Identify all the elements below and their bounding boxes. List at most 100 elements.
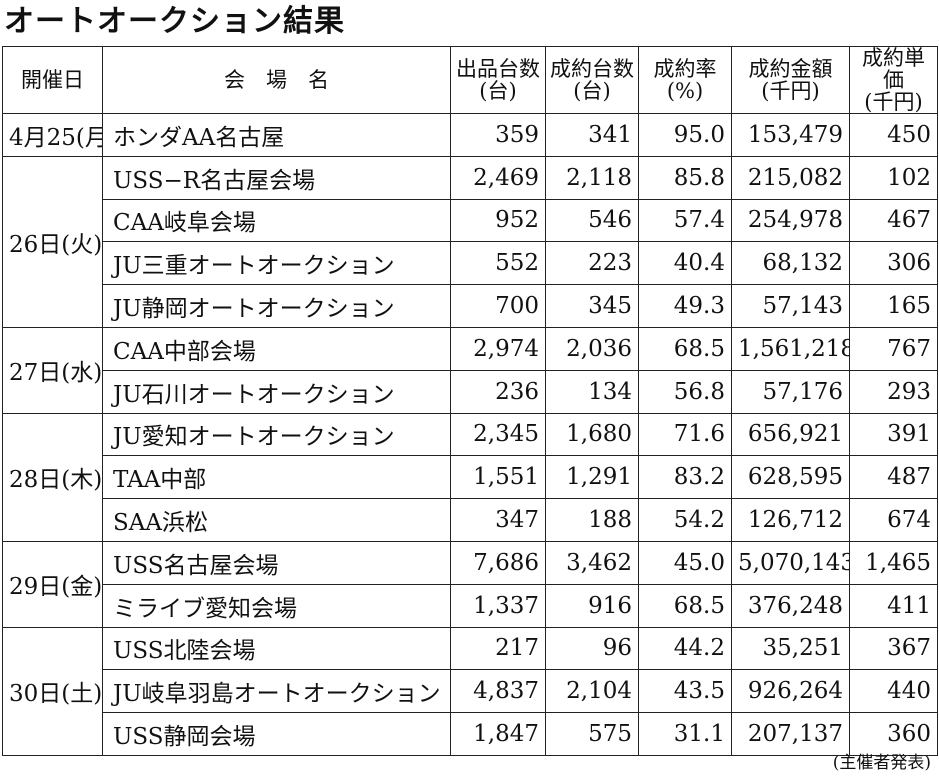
listed-cell: 552: [450, 241, 546, 286]
amount-cell: 376,248: [731, 583, 850, 628]
table-row: 28日(木) JU愛知オートオークション 2,345 1,680 71.6 656,921…: [2, 412, 938, 542]
header-amount: 成約金額 (千円): [731, 46, 850, 114]
header-date: 開催日: [2, 46, 103, 114]
header-unit-price: 成約単価 (千円): [849, 46, 938, 114]
amount-cell: 926,264: [731, 669, 850, 714]
sold-cell: 188: [545, 498, 639, 542]
venue-cell: JU三重オートオークション: [102, 241, 451, 286]
venue-cell: JU静岡オートオークション: [102, 284, 451, 328]
rate-cell: 31.1: [638, 712, 732, 756]
listed-cell: 1,847: [450, 712, 546, 756]
venue-cell: USS静岡会場: [102, 712, 451, 756]
table-body: 4月25(月)ホンダAA名古屋35934195.0153,47945026日(火…: [2, 113, 938, 756]
unit-price-cell: 293: [849, 369, 938, 414]
sold-cell: 916: [545, 583, 639, 628]
venue-cell: JU岐阜羽島オートオークション: [102, 669, 451, 714]
table-row: 29日(金) USS名古屋会場 7,686 3,462 45.0 5,070,143 1,4…: [2, 540, 938, 628]
amount-cell: 57,176: [731, 369, 850, 414]
sold-cell: 546: [545, 198, 639, 243]
rate-cell: 44.2: [638, 626, 732, 671]
header-listed: 出品台数 (台): [450, 46, 546, 114]
venue-cell: TAA中部: [102, 455, 451, 500]
table-row: 27日(水) CAA中部会場 2,974 2,036 68.5 1,561,218 767: [2, 326, 938, 414]
unit-price-cell: 487: [849, 455, 938, 500]
table-row: JU岐阜羽島オートオークション 4,837 2,104 43.5 926,264 440: [3, 669, 938, 714]
table-row: ミライブ愛知会場 1,337 916 68.5 376,248 411: [3, 583, 938, 628]
amount-cell: 1,561,218: [731, 326, 850, 371]
amount-cell: 254,978: [731, 198, 850, 243]
listed-cell: 2,974: [450, 326, 546, 371]
rate-cell: 56.8: [638, 369, 732, 414]
unit-price-cell: 450: [849, 113, 938, 157]
amount-cell: 57,143: [731, 284, 850, 328]
listed-cell: 347: [450, 498, 546, 542]
rate-cell: 71.6: [638, 412, 732, 457]
rate-cell: 95.0: [638, 113, 732, 157]
header-venue: 会 場 名: [102, 46, 451, 114]
rate-cell: 45.0: [638, 540, 732, 585]
venue-cell: SAA浜松: [102, 498, 451, 542]
source-note: (主催者発表): [832, 753, 931, 773]
auction-results-table: 開催日 会 場 名 出品台数 (台) 成約台数 (台) 成約率 (%) 成約金額…: [2, 46, 938, 756]
listed-cell: 236: [450, 369, 546, 414]
rate-cell: 83.2: [638, 455, 732, 500]
date-cell: 30日(土): [2, 626, 103, 756]
venue-cell: JU愛知オートオークション: [102, 412, 451, 457]
unit-price-cell: 1,465: [849, 540, 938, 585]
unit-price-cell: 440: [849, 669, 938, 714]
date-cell: 27日(水): [2, 326, 103, 414]
table-row: JU石川オートオークション 236 134 56.8 57,176 293: [3, 369, 938, 414]
sold-cell: 2,036: [545, 326, 639, 371]
rate-cell: 49.3: [638, 284, 732, 328]
venue-cell: USS−R名古屋会場: [102, 155, 451, 200]
sold-cell: 2,118: [545, 155, 639, 200]
date-cell: 29日(金): [2, 540, 103, 628]
amount-cell: 5,070,143: [731, 540, 850, 585]
listed-cell: 7,686: [450, 540, 546, 585]
listed-cell: 700: [450, 284, 546, 328]
unit-price-cell: 467: [849, 198, 938, 243]
sold-cell: 3,462: [545, 540, 639, 585]
venue-cell: USS名古屋会場: [102, 540, 451, 585]
listed-cell: 2,469: [450, 155, 546, 200]
unit-price-cell: 360: [849, 712, 938, 756]
amount-cell: 35,251: [731, 626, 850, 671]
amount-cell: 68,132: [731, 241, 850, 286]
unit-price-cell: 102: [849, 155, 938, 200]
sold-cell: 1,680: [545, 412, 639, 457]
table-row: USS静岡会場 1,847 575 31.1 207,137 360: [3, 712, 938, 756]
venue-cell: CAA岐阜会場: [102, 198, 451, 243]
venue-cell: USS北陸会場: [102, 626, 451, 671]
rate-cell: 43.5: [638, 669, 732, 714]
sold-cell: 96: [545, 626, 639, 671]
rate-cell: 57.4: [638, 198, 732, 243]
sold-cell: 345: [545, 284, 639, 328]
amount-cell: 656,921: [731, 412, 850, 457]
rate-cell: 40.4: [638, 241, 732, 286]
listed-cell: 359: [450, 113, 546, 157]
rate-cell: 68.5: [638, 583, 732, 628]
unit-price-cell: 367: [849, 626, 938, 671]
table-row: JU静岡オートオークション 700 345 49.3 57,143 165: [3, 284, 938, 328]
amount-cell: 215,082: [731, 155, 850, 200]
venue-cell: CAA中部会場: [102, 326, 451, 371]
sold-cell: 134: [545, 369, 639, 414]
listed-cell: 1,337: [450, 583, 546, 628]
table-row: 30日(土) USS北陸会場 217 96 44.2 35,251 367: [2, 626, 938, 756]
unit-price-cell: 411: [849, 583, 938, 628]
table-row: SAA浜松 347 188 54.2 126,712 674: [3, 498, 938, 542]
sold-cell: 575: [545, 712, 639, 756]
table-row: JU三重オートオークション 552 223 40.4 68,132 306: [3, 241, 938, 286]
date-cell: 4月25(月): [2, 113, 103, 157]
unit-price-cell: 767: [849, 326, 938, 371]
unit-price-cell: 165: [849, 284, 938, 328]
sold-cell: 223: [545, 241, 639, 286]
header-row: 開催日 会 場 名 出品台数 (台) 成約台数 (台) 成約率 (%) 成約金額…: [2, 46, 938, 114]
amount-cell: 628,595: [731, 455, 850, 500]
venue-cell: ホンダAA名古屋: [102, 113, 451, 157]
unit-price-cell: 391: [849, 412, 938, 457]
listed-cell: 952: [450, 198, 546, 243]
listed-cell: 2,345: [450, 412, 546, 457]
unit-price-cell: 306: [849, 241, 938, 286]
